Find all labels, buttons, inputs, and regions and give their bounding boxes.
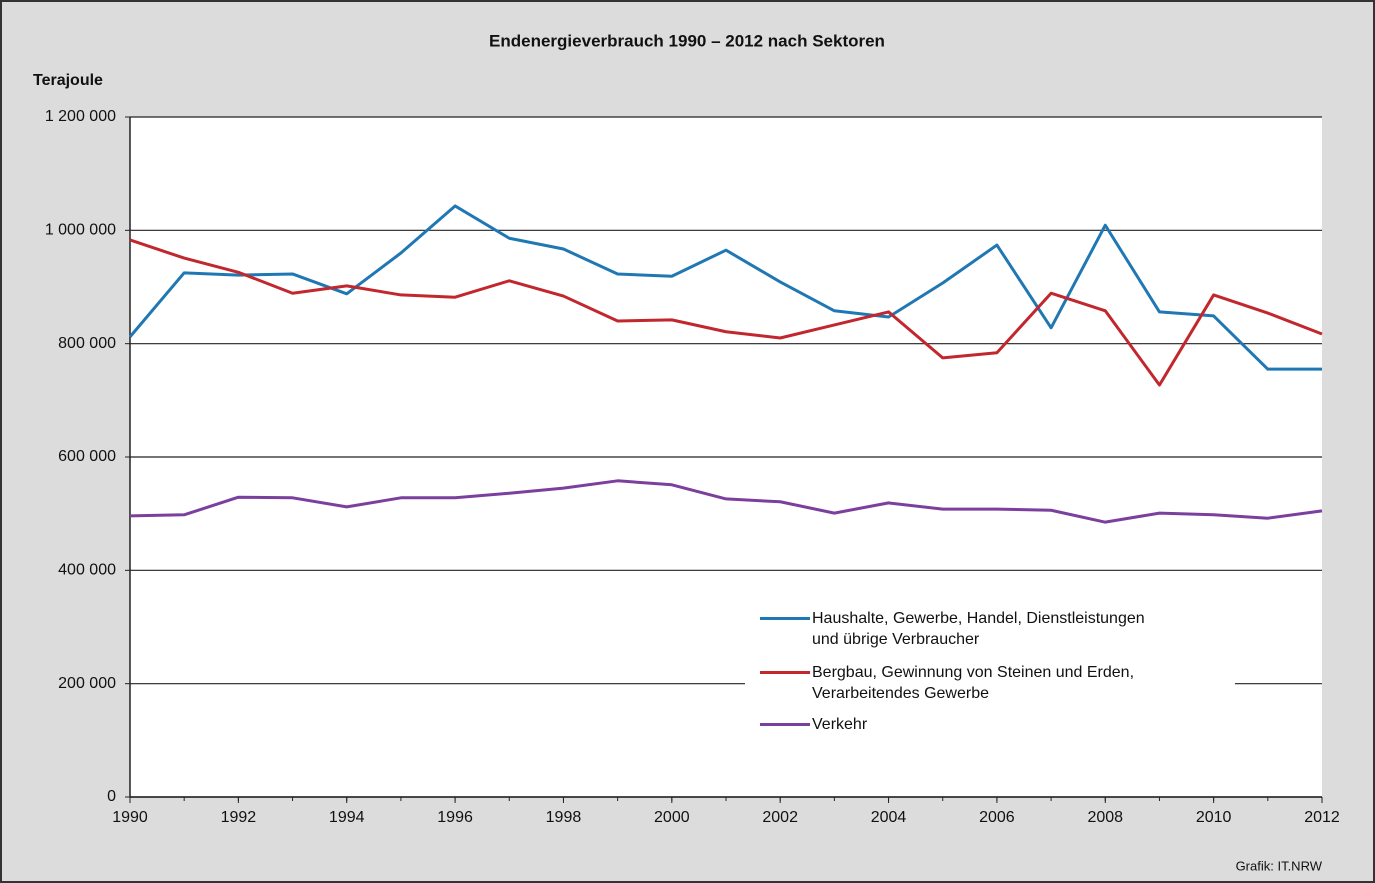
x-tick-label: 1990	[112, 809, 148, 826]
y-tick-label: 800 000	[58, 335, 116, 352]
x-tick-label: 2006	[979, 809, 1015, 826]
x-tick-label: 2008	[1087, 809, 1123, 826]
legend-swatch	[760, 671, 810, 674]
legend-label: Verkehr	[812, 716, 868, 733]
legend-swatch	[760, 723, 810, 726]
y-tick-label: 1 000 000	[45, 222, 116, 239]
legend-entry: Verkehr	[760, 714, 867, 735]
x-tick-label: 2012	[1304, 809, 1340, 826]
series-line	[129, 479, 1323, 524]
legend: Haushalte, Gewerbe, Handel, Dienstleistu…	[745, 600, 1235, 760]
x-tick-label: 1994	[329, 809, 365, 826]
legend-entry: Bergbau, Gewinnung von Steinen und Erden…	[760, 662, 1134, 704]
y-tick-label: 200 000	[58, 675, 116, 692]
y-tick-label: 1 200 000	[45, 108, 116, 125]
x-tick-label: 2002	[762, 809, 798, 826]
x-tick-label: 1992	[221, 809, 257, 826]
x-tick-label: 1998	[546, 809, 582, 826]
y-axis-label: Terajoule	[33, 72, 103, 89]
x-tick-label: 2004	[871, 809, 907, 826]
source: Grafik: IT.NRW	[1236, 858, 1323, 873]
x-tick-label: 2000	[654, 809, 690, 826]
legend-swatch	[760, 617, 810, 620]
y-tick-label: 0	[107, 788, 116, 805]
x-tick-label: 1996	[437, 809, 473, 826]
legend-label: Bergbau, Gewinnung von Steinen und Erden…	[812, 664, 1135, 702]
chart-title: Endenergieverbrauch 1990 – 2012 nach Sek…	[489, 31, 885, 50]
y-tick-label: 400 000	[58, 562, 116, 579]
legend-entry: Haushalte, Gewerbe, Handel, Dienstleistu…	[760, 608, 1145, 650]
series-line	[129, 238, 1323, 387]
x-tick-label: 2010	[1196, 809, 1232, 826]
legend-label: Haushalte, Gewerbe, Handel, Dienstleistu…	[812, 610, 1145, 648]
y-tick-label: 600 000	[58, 448, 116, 465]
